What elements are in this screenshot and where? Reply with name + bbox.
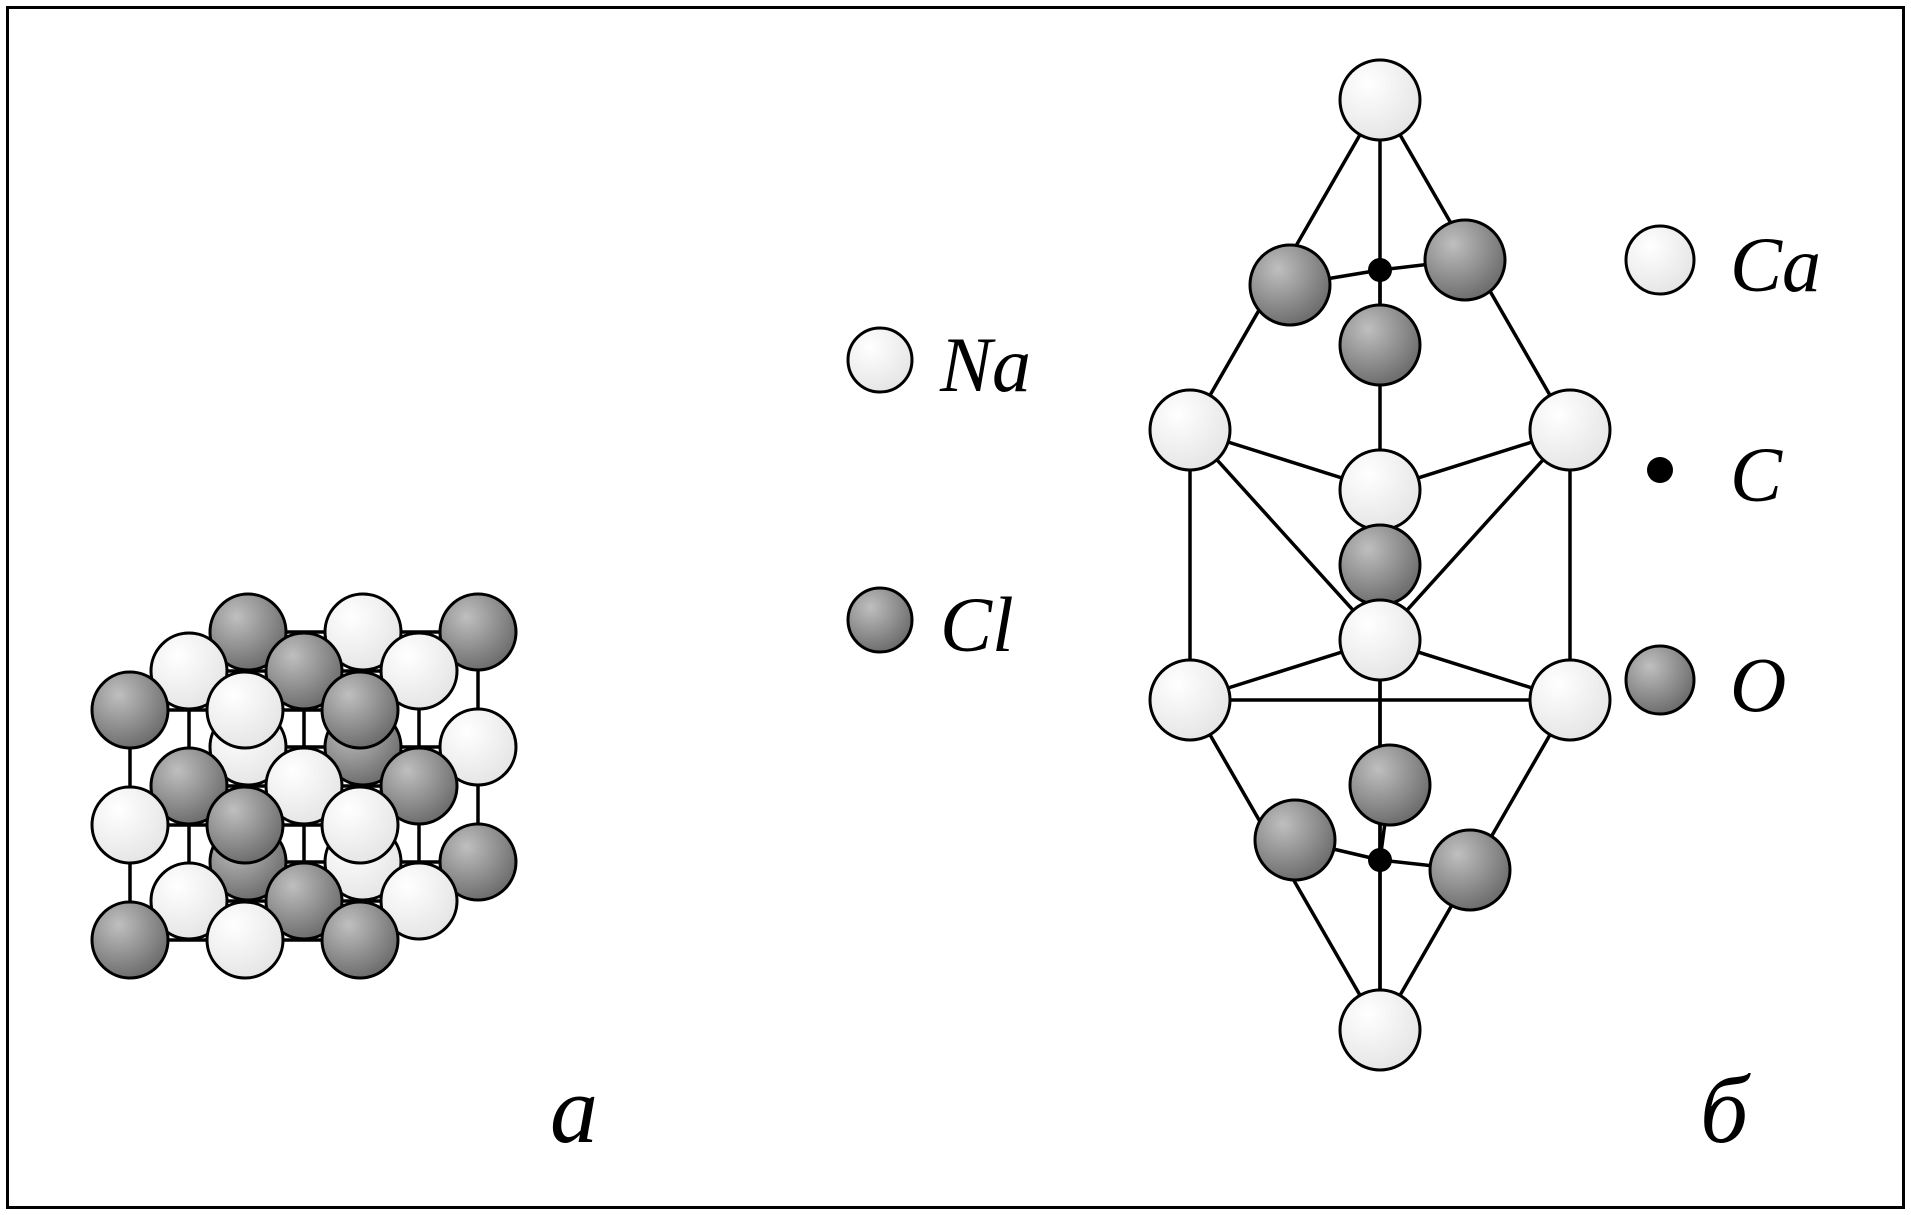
legend-c-label: C [1730,430,1782,520]
legend-o-label: O [1730,640,1786,730]
legend-b [0,0,1911,1215]
legend-ca-label: Ca [1730,220,1821,310]
